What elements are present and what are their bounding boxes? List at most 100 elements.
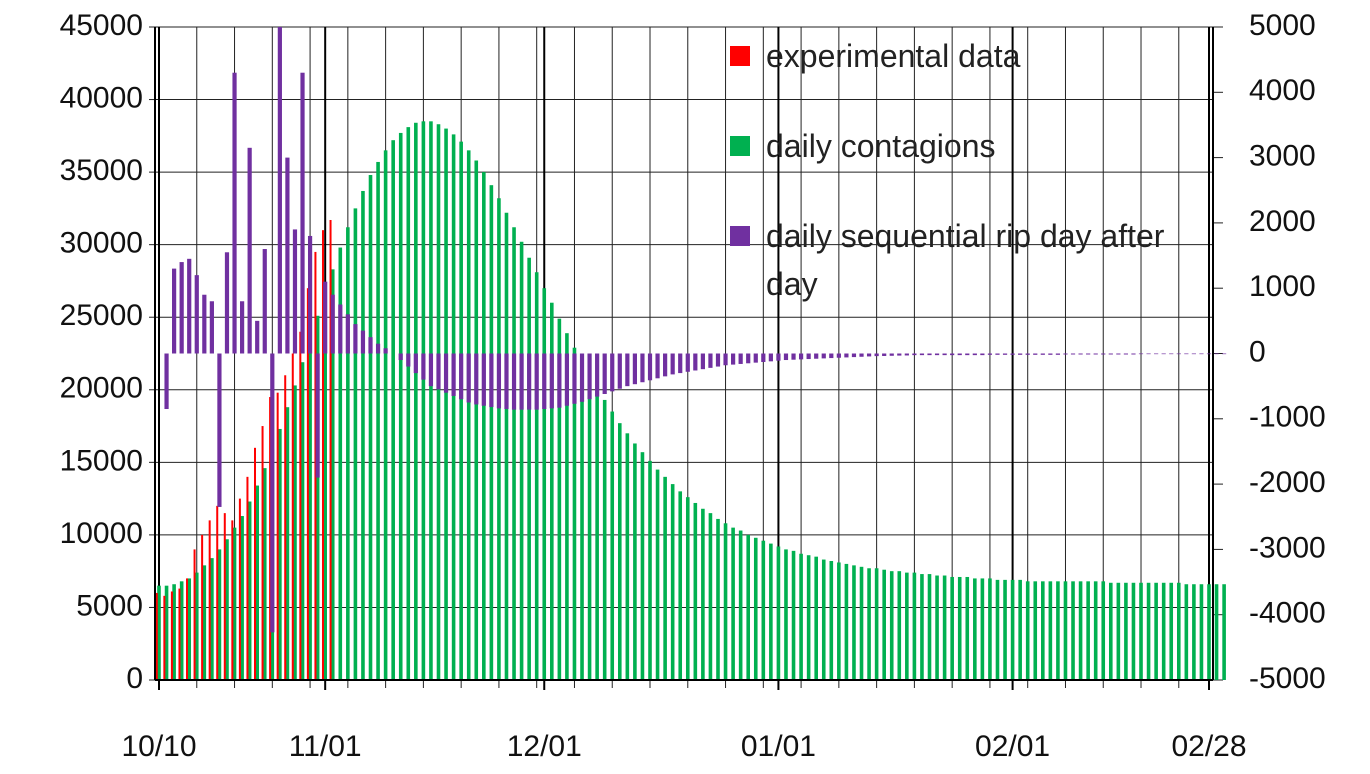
bar xyxy=(882,353,887,356)
bar xyxy=(1191,353,1196,355)
bar xyxy=(1131,582,1136,680)
bar xyxy=(965,576,970,680)
bar xyxy=(306,288,309,680)
x-tick-label: 12/01 xyxy=(507,730,582,763)
bar xyxy=(421,353,426,380)
bar xyxy=(610,411,615,680)
legend-swatch xyxy=(730,136,750,156)
bar xyxy=(1078,581,1083,680)
bar xyxy=(882,569,886,680)
bar xyxy=(428,353,434,387)
bar xyxy=(216,505,219,680)
y2-tick-label: -4000 xyxy=(1249,597,1326,630)
bar xyxy=(1048,581,1053,680)
bar xyxy=(232,527,237,680)
bar xyxy=(278,428,282,680)
bar xyxy=(851,353,857,358)
bar xyxy=(1010,353,1015,355)
bar xyxy=(314,251,317,680)
bar xyxy=(202,294,207,354)
bar xyxy=(421,121,426,681)
x-tick-label: 11/01 xyxy=(289,730,362,763)
bar xyxy=(315,315,320,680)
bar xyxy=(995,579,1000,680)
bar xyxy=(1214,584,1219,680)
bar xyxy=(542,288,547,680)
bar xyxy=(376,161,380,680)
bar xyxy=(1010,579,1015,680)
bar xyxy=(1056,581,1060,680)
bar xyxy=(663,476,667,680)
bar xyxy=(738,353,743,364)
bar xyxy=(550,302,554,680)
bar xyxy=(474,353,479,405)
bar xyxy=(375,343,381,354)
bar xyxy=(769,543,773,680)
bar xyxy=(346,227,350,680)
bar xyxy=(414,122,418,681)
y2-tick-label: 4000 xyxy=(1249,74,1316,107)
bar xyxy=(255,485,260,680)
bar xyxy=(708,513,713,680)
bar xyxy=(685,353,690,372)
bar xyxy=(934,353,940,356)
bar xyxy=(202,565,207,680)
bar xyxy=(821,559,826,680)
bar xyxy=(155,592,158,680)
bar xyxy=(640,452,645,680)
y2-tick-label: 5000 xyxy=(1249,9,1316,42)
bar xyxy=(572,353,577,404)
bar xyxy=(293,385,297,680)
bar xyxy=(285,407,290,680)
bar xyxy=(172,584,176,680)
y2-tick-label: 2000 xyxy=(1249,205,1316,238)
y-tick-label: 20000 xyxy=(60,372,143,405)
bar xyxy=(708,353,713,368)
bar xyxy=(814,556,818,680)
bar xyxy=(746,353,751,364)
bar xyxy=(1093,581,1098,680)
bar xyxy=(511,353,517,410)
bar xyxy=(179,581,184,680)
bar xyxy=(223,513,226,680)
bar xyxy=(489,353,494,408)
bar xyxy=(889,353,894,356)
bar xyxy=(957,353,962,356)
bar xyxy=(670,484,675,680)
legend-swatch xyxy=(730,226,750,246)
bar xyxy=(1169,353,1174,355)
bar xyxy=(262,468,267,680)
bar xyxy=(497,198,501,680)
bar xyxy=(1002,353,1008,355)
bar xyxy=(1184,584,1189,680)
bar xyxy=(1199,584,1204,680)
bar xyxy=(239,301,245,354)
bar xyxy=(255,320,260,354)
bar xyxy=(300,72,305,354)
bar xyxy=(1146,582,1151,680)
bar xyxy=(164,585,169,680)
bar xyxy=(1025,353,1030,355)
bar xyxy=(247,501,252,680)
bar xyxy=(761,353,766,362)
bar xyxy=(1108,353,1113,355)
bar xyxy=(806,555,811,680)
bar xyxy=(231,520,234,680)
bar xyxy=(920,574,924,680)
bar xyxy=(761,540,766,680)
bar xyxy=(1025,581,1030,680)
y2-tick-label: -2000 xyxy=(1249,466,1326,499)
bar xyxy=(897,571,902,680)
bar xyxy=(950,576,954,680)
y-tick-label: 5000 xyxy=(76,589,143,622)
bar xyxy=(1192,584,1196,680)
bar xyxy=(353,208,358,680)
bar xyxy=(1138,353,1144,355)
bar xyxy=(753,353,758,363)
bar xyxy=(821,353,826,359)
bar xyxy=(534,272,539,680)
bar xyxy=(329,219,332,680)
bar xyxy=(284,375,287,680)
bar xyxy=(186,578,189,680)
bar xyxy=(867,568,871,680)
